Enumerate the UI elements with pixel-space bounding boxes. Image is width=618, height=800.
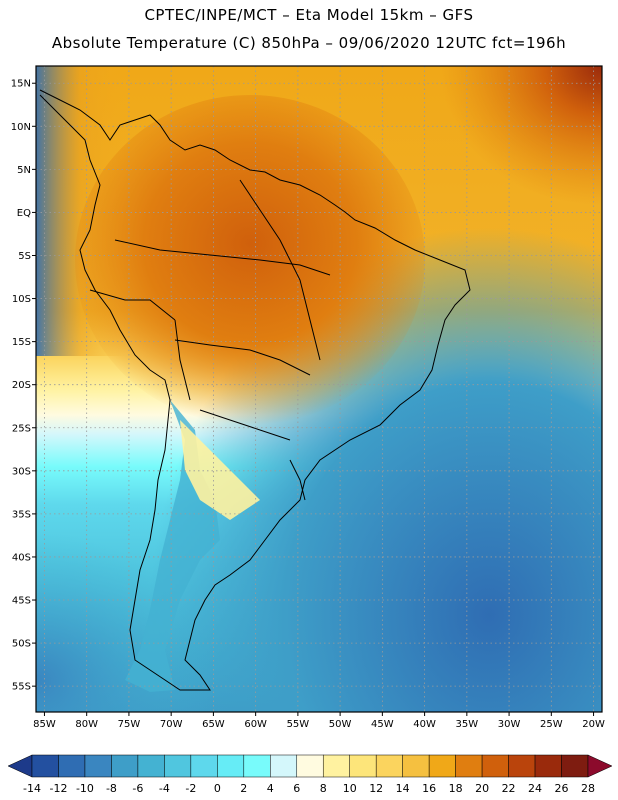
- colorbar-level-label: 24: [528, 782, 542, 795]
- colorbar-level-label: 26: [555, 782, 569, 795]
- colorbar-swatch: [137, 754, 165, 778]
- latitude-tick-label: 10N: [11, 122, 31, 133]
- colorbar-swatch: [111, 754, 139, 778]
- colorbar-level-label: 8: [320, 782, 327, 795]
- longitude-tick-label: 40W: [413, 719, 436, 730]
- longitude-tick-label: 50W: [329, 719, 352, 730]
- latitude-tick-label: EQ: [17, 208, 31, 219]
- colorbar-swatch: [561, 754, 589, 778]
- colorbar-level-label: 14: [396, 782, 410, 795]
- colorbar-level-label: -8: [106, 782, 117, 795]
- colorbar-swatch: [322, 754, 350, 778]
- colorbar-level-label: 2: [240, 782, 247, 795]
- colorbar-swatch: [296, 754, 324, 778]
- colorbar-swatch: [534, 754, 562, 778]
- latitude-tick-label: 45S: [12, 596, 31, 607]
- colorbar-swatch: [84, 754, 112, 778]
- colorbar-level-label: 10: [343, 782, 357, 795]
- longitude-axis-labels: 85W 80W 75W 70W 65W 60W 55W 50W 45W 40W 35W 30W 25W 2…: [33, 712, 605, 730]
- colorbar-swatch: [481, 754, 509, 778]
- colorbar-level-label: -10: [76, 782, 94, 795]
- latitude-tick-label: 10S: [12, 294, 31, 305]
- colorbar-level-label: -14: [23, 782, 41, 795]
- map-title-line-2: Absolute Temperature (C) 850hPa – 09/06/…: [51, 34, 567, 52]
- colorbar-swatch: [508, 754, 536, 778]
- colorbar-swatch: [217, 754, 245, 778]
- colorbar-level-label: 6: [293, 782, 300, 795]
- colorbar-level-label: -6: [132, 782, 143, 795]
- colorbar-swatch: [58, 754, 86, 778]
- latitude-tick-label: 35S: [12, 509, 31, 520]
- latitude-axis-labels: 15N 10N 5N EQ 5S 10S 15S 20S 25S 30S 35S 40S 45S 50S 5…: [11, 79, 36, 693]
- map-title-line-1: CPTEC/INPE/MCT – Eta Model 15km – GFS: [144, 6, 474, 24]
- colorbar-swatch: [190, 754, 218, 778]
- latitude-tick-label: 30S: [12, 466, 31, 477]
- latitude-tick-label: 50S: [12, 639, 31, 650]
- longitude-tick-label: 75W: [118, 719, 141, 730]
- colorbar: [7, 754, 613, 778]
- latitude-tick-label: 15N: [11, 79, 31, 90]
- longitude-tick-label: 65W: [202, 719, 225, 730]
- latitude-tick-label: 5S: [18, 251, 31, 262]
- coastlines-and-borders: [39, 89, 471, 691]
- latitude-tick-label: 5N: [17, 165, 31, 176]
- longitude-tick-label: 55W: [287, 719, 310, 730]
- colorbar-swatch: [375, 754, 403, 778]
- colorbar-swatch: [349, 754, 377, 778]
- plot-frame: [35, 65, 603, 713]
- longitude-tick-label: 25W: [540, 719, 563, 730]
- longitude-tick-label: 80W: [75, 719, 98, 730]
- longitude-tick-label: 35W: [456, 719, 479, 730]
- colorbar-min-arrow: [7, 754, 33, 778]
- colorbar-level-label: 4: [267, 782, 274, 795]
- longitude-tick-label: 70W: [160, 719, 183, 730]
- colorbar-swatch: [243, 754, 271, 778]
- longitude-tick-label: 45W: [371, 719, 394, 730]
- colorbar-max-arrow: [587, 754, 613, 778]
- colorbar-swatch: [164, 754, 192, 778]
- colorbar-swatch: [428, 754, 456, 778]
- colorbar-swatch: [455, 754, 483, 778]
- colorbar-level-label: 18: [449, 782, 463, 795]
- colorbar-level-label: 12: [369, 782, 383, 795]
- longitude-tick-label: 60W: [244, 719, 267, 730]
- longitude-tick-label: 20W: [582, 719, 605, 730]
- temperature-field: [36, 66, 602, 712]
- colorbar-swatch: [31, 754, 59, 778]
- colorbar-level-label: -4: [159, 782, 170, 795]
- latitude-tick-label: 15S: [12, 337, 31, 348]
- colorbar-swatch: [270, 754, 298, 778]
- colorbar-level-label: 0: [214, 782, 221, 795]
- colorbar-level-label: -12: [49, 782, 67, 795]
- colorbar-level-label: 20: [475, 782, 489, 795]
- latitude-tick-label: 20S: [12, 380, 31, 391]
- longitude-tick-label: 30W: [498, 719, 521, 730]
- latitude-tick-label: 25S: [12, 423, 31, 434]
- colorbar-labels: -14 -12 -10 -8 -6 -4 -2 0 2 4 6 8 10 12 14 16 18 20 22 24 26…: [23, 782, 595, 795]
- colorbar-swatch: [402, 754, 430, 778]
- colorbar-level-label: 28: [581, 782, 595, 795]
- latitude-tick-label: 55S: [12, 682, 31, 693]
- latitude-tick-label: 40S: [12, 552, 31, 563]
- colorbar-level-label: 16: [422, 782, 436, 795]
- longitude-tick-label: 85W: [33, 719, 56, 730]
- colorbar-level-label: 22: [502, 782, 516, 795]
- colorbar-level-label: -2: [185, 782, 196, 795]
